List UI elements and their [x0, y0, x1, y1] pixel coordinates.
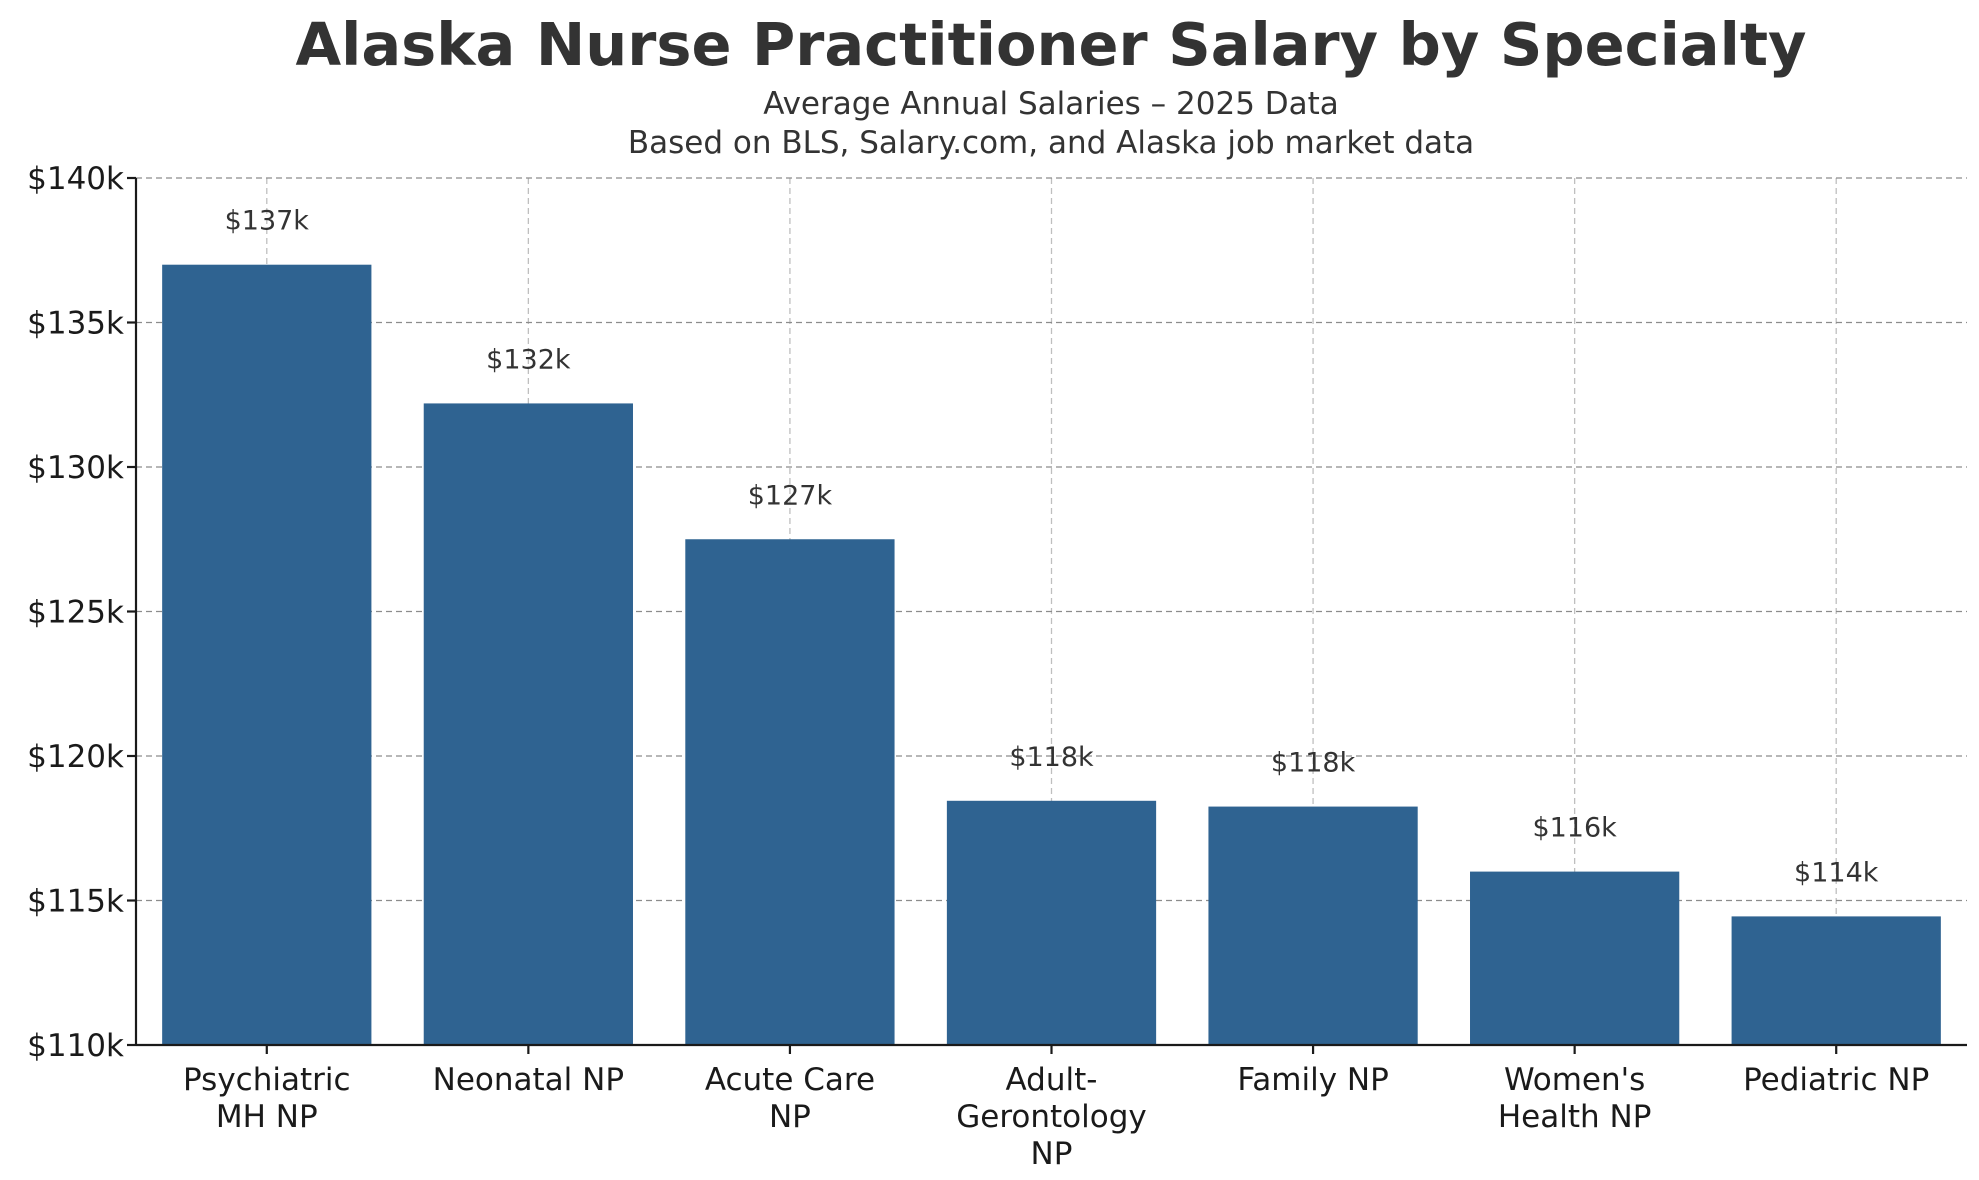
bars [162, 264, 1941, 1045]
x-tick-label-line: Family NP [1237, 1062, 1389, 1098]
x-tick-label-line: Women's [1504, 1062, 1645, 1098]
y-tick-label: $110k [27, 1028, 124, 1064]
x-tick-label-line: Acute Care [705, 1062, 875, 1098]
x-tick-label-line: Health NP [1498, 1099, 1652, 1135]
data-label: $137k [225, 206, 310, 237]
data-label: $114k [1794, 857, 1879, 888]
y-tick-label: $135k [27, 306, 124, 342]
bar [423, 403, 633, 1045]
data-label: $118k [1271, 748, 1356, 779]
y-tick-label: $140k [27, 161, 124, 197]
x-tick-label: Women's Health NP [1498, 1062, 1652, 1135]
bar [162, 264, 372, 1045]
x-tick-label-line: NP [769, 1099, 811, 1135]
chart-subtitle-line-2: Based on BLS, Salary.com, and Alaska job… [628, 125, 1474, 161]
x-tick-label: Acute Care NP [705, 1062, 875, 1135]
bar [1470, 871, 1680, 1045]
y-tick-label: $125k [27, 595, 124, 631]
x-tick-label-line: Psychiatric [183, 1062, 351, 1098]
bar [1208, 806, 1418, 1045]
x-tick-label-line: NP [1031, 1136, 1073, 1172]
data-labels: $137k $132k $127k $118k $118k $116k $114k [225, 206, 1879, 889]
bar [1731, 916, 1941, 1045]
bar [946, 800, 1157, 1045]
chart-subtitle-line-1: Average Annual Salaries – 2025 Data [763, 86, 1339, 122]
data-label: $132k [486, 344, 571, 375]
x-tick-label-line: Adult- [1006, 1062, 1098, 1098]
bar [685, 539, 895, 1045]
data-label: $116k [1532, 813, 1617, 844]
x-tick-label-line: Pediatric NP [1743, 1062, 1929, 1098]
x-tick-label: Pediatric NP [1743, 1062, 1929, 1098]
y-axis-ticks: $110k $115k $120k $125k $130k $135k $140k [27, 161, 136, 1064]
x-tick-label-line: MH NP [216, 1099, 318, 1135]
x-tick-label: Neonatal NP [433, 1062, 624, 1098]
x-tick-label: Family NP [1237, 1062, 1389, 1098]
data-label: $118k [1009, 742, 1094, 773]
data-label: $127k [748, 480, 833, 511]
x-tick-label-line: Neonatal NP [433, 1062, 624, 1098]
y-tick-label: $115k [27, 884, 124, 920]
x-tick-label-line: Gerontology [956, 1099, 1147, 1135]
chart-title: Alaska Nurse Practitioner Salary by Spec… [295, 10, 1806, 79]
y-tick-label: $130k [27, 450, 124, 486]
y-tick-label: $120k [27, 739, 124, 775]
x-tick-label: Adult-Gerontology NP [956, 1062, 1147, 1172]
x-tick-label: Psychiatric MH NP [183, 1062, 351, 1135]
